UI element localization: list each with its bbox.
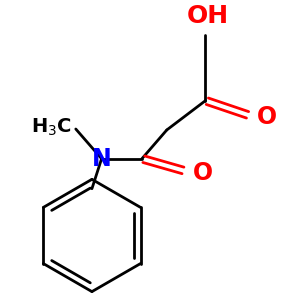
Text: O: O <box>257 105 277 129</box>
Text: N: N <box>92 147 112 171</box>
Text: O: O <box>193 161 213 185</box>
Text: H$_3$C: H$_3$C <box>31 116 72 138</box>
Text: OH: OH <box>186 4 229 28</box>
